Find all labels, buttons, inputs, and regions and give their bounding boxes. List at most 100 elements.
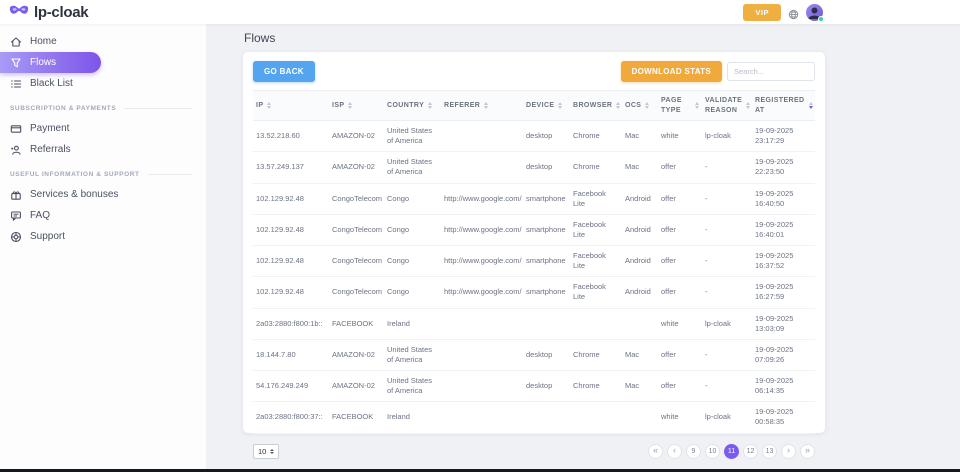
table-cell: CongoTelecom [329, 276, 384, 309]
sidebar-item-black-list[interactable]: Black List [0, 73, 206, 94]
table-cell: 19-09-2025 00:58:35 [752, 401, 815, 434]
pagination-page-13[interactable]: 13 [762, 443, 777, 459]
column-header-referer[interactable]: REFERER [441, 90, 523, 121]
table-cell: white [658, 308, 702, 340]
table-cell: http://www.google.com/ [441, 245, 523, 278]
table-cell: Facebook Lite [570, 245, 622, 278]
pagination-prev-button[interactable]: ‹ [667, 443, 682, 459]
column-header-isp[interactable]: ISP [329, 90, 384, 121]
sort-icon[interactable] [695, 102, 699, 109]
vip-button[interactable]: VIP [743, 3, 781, 21]
sidebar-item-faq[interactable]: FAQ [0, 205, 206, 226]
sidebar-item-payment[interactable]: Payment [0, 118, 206, 139]
search-input[interactable] [727, 62, 815, 81]
table-cell: - [702, 183, 752, 215]
table-cell: 54.176.249.249 [253, 370, 329, 403]
table-cell: CongoTelecom [329, 245, 384, 278]
sort-icon[interactable] [645, 102, 650, 109]
logo-text: lp-cloak [34, 3, 89, 21]
rows-per-page-select[interactable]: 10 [253, 443, 280, 459]
table-cell: FACEBOOK [329, 308, 384, 340]
table-cell: AMAZON-02 [329, 120, 384, 153]
sidebar-item-label: Referrals [30, 144, 71, 155]
sidebar-item-home[interactable]: Home [0, 31, 206, 52]
column-header-page-type[interactable]: PAGE TYPE [658, 90, 702, 121]
main-content: Flows GO BACK DOWNLOAD STATS IPISPCOUNTR… [207, 24, 960, 469]
services-icon [10, 189, 22, 201]
table-cell: offer [658, 276, 702, 309]
top-bar: lp-cloak VIP [0, 0, 960, 24]
table-row: 102.129.92.48 CongoTelecom Congo http://www… [253, 183, 815, 215]
table-cell: United States of America [384, 120, 441, 153]
table-cell: - [702, 151, 752, 184]
table-cell: Congo [384, 276, 441, 309]
table-cell: United States of America [384, 339, 441, 372]
table-cell: Android [622, 276, 658, 309]
card-toolbar: GO BACK DOWNLOAD STATS [243, 52, 825, 90]
column-header-browser[interactable]: BROWSER [570, 90, 622, 121]
table-row: 102.129.92.48 CongoTelecom Congo http://www… [253, 245, 815, 278]
sidebar-item-support[interactable]: Support [0, 226, 206, 247]
column-header-device[interactable]: DEVICE [523, 90, 570, 121]
faq-icon [10, 210, 22, 222]
sidebar-item-services-bonuses[interactable]: Services & bonuses [0, 184, 206, 205]
sort-icon[interactable] [558, 102, 563, 109]
sort-icon[interactable] [348, 102, 353, 109]
table-cell: FACEBOOK [329, 401, 384, 434]
column-header-registered-at[interactable]: REGISTERED AT [752, 90, 815, 121]
go-back-button[interactable]: GO BACK [253, 61, 315, 82]
column-header-ip[interactable]: IP [253, 90, 329, 121]
column-header-ocs[interactable]: OCS [622, 90, 658, 121]
logo[interactable]: lp-cloak [9, 3, 89, 22]
table-cell [441, 370, 523, 403]
table-cell: 19-09-2025 16:37:52 [752, 245, 815, 278]
pagination-last-button[interactable]: » [800, 443, 815, 459]
sort-icon[interactable] [428, 102, 433, 109]
table-cell: Mac [622, 151, 658, 184]
download-stats-button[interactable]: DOWNLOAD STATS [620, 61, 722, 82]
pagination-page-12[interactable]: 12 [743, 443, 758, 459]
pagination-first-button[interactable]: « [648, 443, 663, 459]
home-icon [10, 36, 22, 48]
pagination-page-9[interactable]: 9 [686, 443, 701, 459]
table-cell: Android [622, 245, 658, 278]
sort-icon[interactable] [616, 102, 621, 109]
table-cell [441, 151, 523, 184]
table-cell: offer [658, 245, 702, 278]
sidebar-item-label: Payment [30, 123, 70, 134]
column-header-country[interactable]: COUNTRY [384, 90, 441, 121]
table-cell: white [658, 120, 702, 153]
user-avatar[interactable] [806, 3, 824, 22]
table-cell: 102.129.92.48 [253, 245, 329, 278]
table-cell: smartphone [523, 183, 570, 215]
table-cell: 102.129.92.48 [253, 276, 329, 309]
table-cell: Ireland [384, 401, 441, 434]
sort-icon[interactable] [484, 102, 489, 109]
table-cell: 19-09-2025 13:03:09 [752, 308, 815, 340]
pagination-page-10[interactable]: 10 [705, 443, 720, 459]
column-header-validate-reason[interactable]: VALIDATE REASON [702, 90, 752, 121]
table-cell: CongoTelecom [329, 214, 384, 247]
sidebar-nav: Home Flows Black List SUBSCRIPTION & PAYMEN… [0, 24, 207, 469]
table-cell: 19-09-2025 07:09:26 [752, 339, 815, 372]
table-cell: smartphone [523, 214, 570, 247]
pagination-next-button[interactable]: › [781, 443, 796, 459]
sort-icon[interactable] [746, 102, 751, 109]
pagination: «‹ 9 10 11 12 13 ›» [648, 443, 815, 459]
pagination-page-11[interactable]: 11 [724, 443, 739, 459]
flows-icon [10, 57, 22, 69]
flows-table: IP ISP COUNTRY REFERER DEVICE BROWSER OCS PAGE … [253, 90, 815, 434]
sidebar-item-flows[interactable]: Flows [0, 52, 101, 73]
table-cell: - [702, 276, 752, 309]
table-cell [441, 120, 523, 153]
sort-icon[interactable] [267, 102, 272, 109]
table-cell: lp-cloak [702, 308, 752, 340]
payment-icon [10, 123, 22, 135]
table-cell [622, 308, 658, 340]
sidebar-item-referrals[interactable]: Referrals [0, 139, 206, 160]
table-header-row: IP ISP COUNTRY REFERER DEVICE BROWSER OCS PAGE … [253, 90, 815, 121]
sort-icon[interactable] [808, 102, 813, 109]
table-cell: 19-09-2025 16:40:50 [752, 183, 815, 215]
table-cell: 102.129.92.48 [253, 183, 329, 215]
language-globe-icon[interactable] [788, 7, 799, 19]
